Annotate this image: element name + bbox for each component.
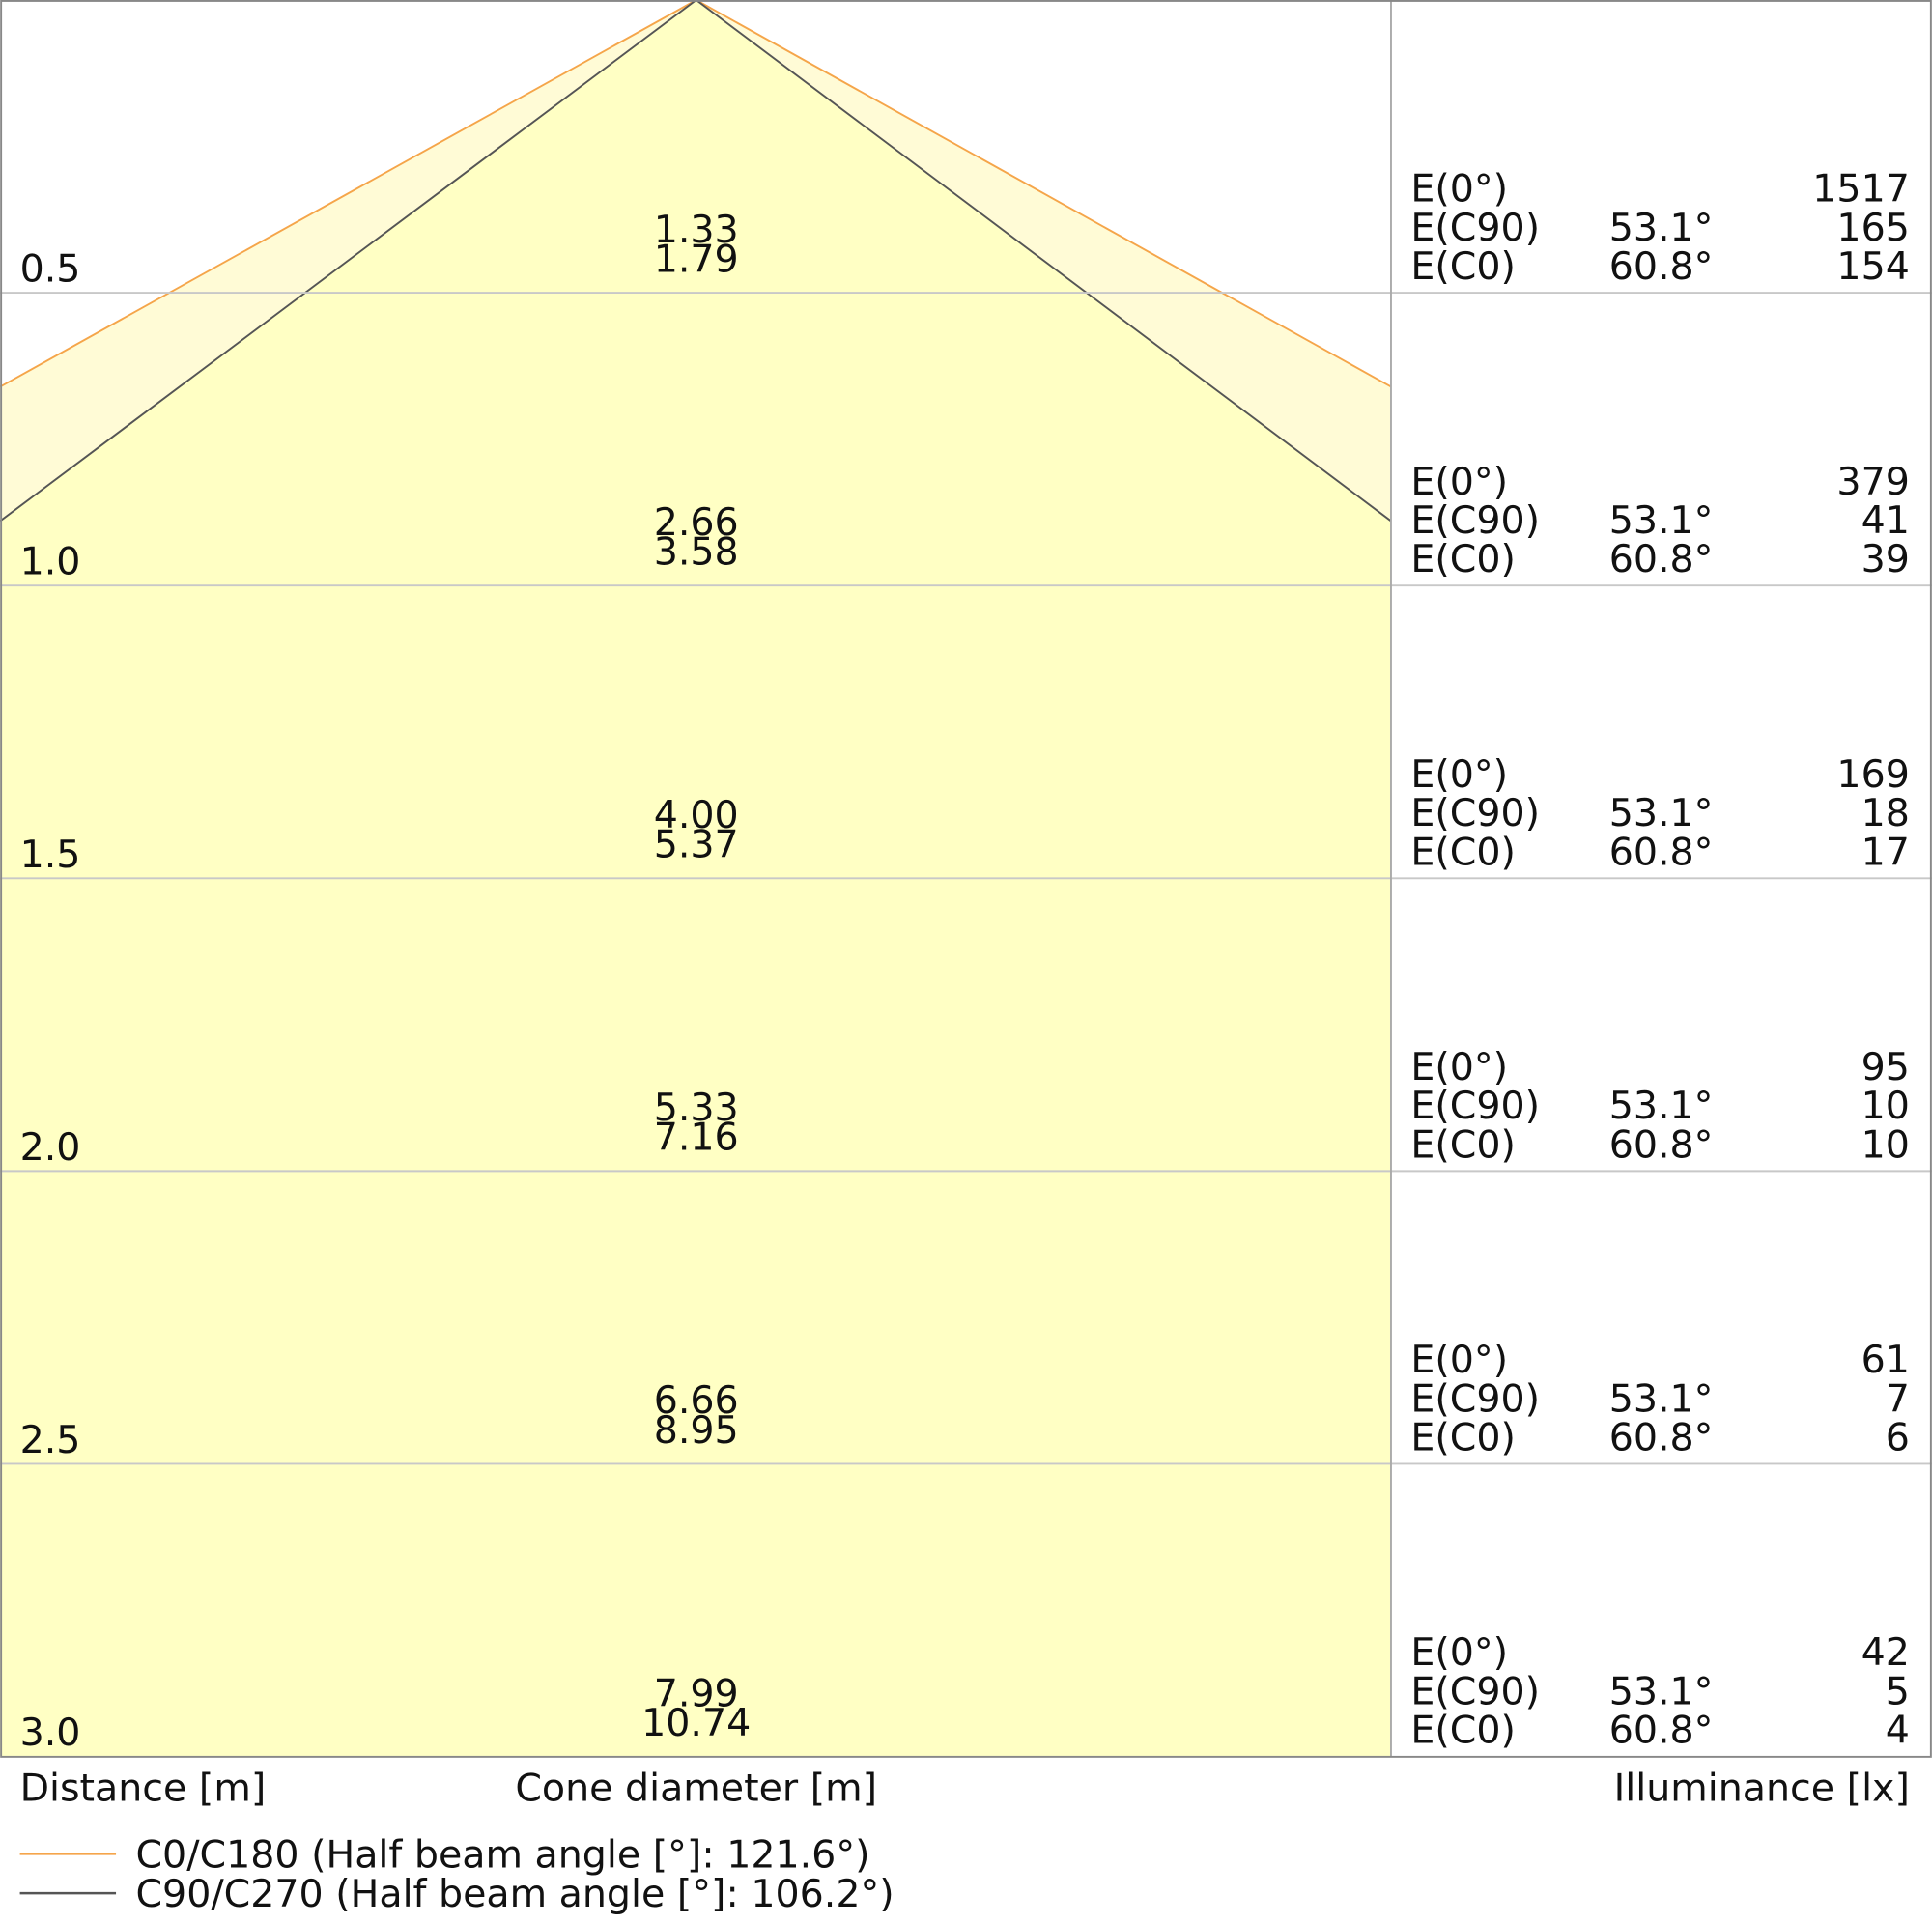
entry-angle: 60.8° xyxy=(1609,1415,1714,1459)
entry-value: 17 xyxy=(1861,830,1910,874)
entry-label: E(0°) xyxy=(1410,167,1508,212)
entry-value: 42 xyxy=(1861,1630,1910,1675)
entry-label: E(0°) xyxy=(1410,1338,1508,1382)
entry-label: E(0°) xyxy=(1410,1630,1508,1675)
entry-label: E(C0) xyxy=(1410,537,1516,581)
cone-diameter: 7.99 xyxy=(654,1671,739,1715)
grid xyxy=(0,292,1932,1465)
axis-label: Distance [m] xyxy=(20,1766,267,1810)
entry-label: E(C0) xyxy=(1410,1709,1516,1753)
entry-value: 1517 xyxy=(1812,167,1910,212)
entry-angle: 53.1° xyxy=(1609,1084,1714,1128)
entry-label: E(C0) xyxy=(1410,830,1516,874)
cone-diameter: 4.00 xyxy=(654,793,739,837)
entry-label: E(C90) xyxy=(1410,791,1540,835)
entry-angle: 60.8° xyxy=(1609,1709,1714,1753)
distance-label: 2.5 xyxy=(20,1418,81,1462)
distance-label: 3.0 xyxy=(20,1711,81,1755)
cone-diameter: 3.58 xyxy=(654,530,739,575)
entry-angle: 60.8° xyxy=(1609,537,1714,581)
entry-value: 10 xyxy=(1861,1122,1910,1167)
entry-value: 10 xyxy=(1861,1084,1910,1128)
entry-angle: 53.1° xyxy=(1609,791,1714,835)
entry-label: E(C90) xyxy=(1410,498,1540,543)
entry-label: E(C0) xyxy=(1410,244,1516,289)
entry-value: 4 xyxy=(1886,1709,1910,1753)
entry-angle: 53.1° xyxy=(1609,206,1714,250)
entry-label: E(C90) xyxy=(1410,1084,1540,1128)
cone-diameter: 7.16 xyxy=(654,1116,739,1160)
entry-value: 41 xyxy=(1861,498,1910,543)
entry-value: 95 xyxy=(1861,1045,1910,1089)
entry-angle: 60.8° xyxy=(1609,244,1714,289)
legend-entry: C0/C180 (Half beam angle [°]: 121.6°) xyxy=(135,1832,869,1877)
entry-label: E(0°) xyxy=(1410,1045,1508,1089)
entry-angle: 60.8° xyxy=(1609,1122,1714,1167)
entry-label: E(C0) xyxy=(1410,1415,1516,1459)
cone-diameter: 1.33 xyxy=(654,208,739,252)
c90-outline xyxy=(0,0,1392,523)
cone-diameter: 5.37 xyxy=(654,823,739,867)
cone-diameter: 10.74 xyxy=(641,1701,751,1745)
entry-value: 7 xyxy=(1886,1376,1910,1421)
entry-value: 39 xyxy=(1861,537,1910,581)
entry-angle: 53.1° xyxy=(1609,1669,1714,1713)
entry-angle: 60.8° xyxy=(1609,830,1714,874)
cone-diameter: 1.79 xyxy=(654,237,739,281)
entry-angle: 53.1° xyxy=(1609,498,1714,543)
axis-label: Illuminance [lx] xyxy=(1614,1766,1910,1810)
entry-label: E(0°) xyxy=(1410,460,1508,504)
distance-label: 1.5 xyxy=(20,833,81,877)
entry-label: E(0°) xyxy=(1410,752,1508,797)
entry-angle: 53.1° xyxy=(1609,1376,1714,1421)
entry-value: 169 xyxy=(1836,752,1909,797)
entry-label: E(C0) xyxy=(1410,1122,1516,1167)
distance-label: 0.5 xyxy=(20,247,81,292)
cone-diameter: 6.66 xyxy=(654,1378,739,1423)
entry-label: E(C90) xyxy=(1410,1376,1540,1421)
entry-value: 154 xyxy=(1836,244,1909,289)
entry-value: 165 xyxy=(1836,206,1909,250)
entry-value: 379 xyxy=(1836,460,1909,504)
cone-diameter: 5.33 xyxy=(654,1086,739,1130)
distance-label: 2.0 xyxy=(20,1125,81,1170)
cone-diameter: 8.95 xyxy=(654,1408,739,1453)
entry-value: 5 xyxy=(1886,1669,1910,1713)
cone-diameter: 2.66 xyxy=(654,500,739,545)
entry-label: E(C90) xyxy=(1410,206,1540,250)
axis-label: Cone diameter [m] xyxy=(515,1766,877,1810)
frame xyxy=(0,0,1932,1758)
entry-value: 6 xyxy=(1886,1415,1910,1459)
distance-label: 1.0 xyxy=(20,540,81,584)
entry-value: 61 xyxy=(1861,1338,1910,1382)
c0-outline xyxy=(0,0,1392,388)
entry-value: 18 xyxy=(1861,791,1910,835)
entry-label: E(C90) xyxy=(1410,1669,1540,1713)
legend-entry: C90/C270 (Half beam angle [°]: 106.2°) xyxy=(135,1872,894,1916)
